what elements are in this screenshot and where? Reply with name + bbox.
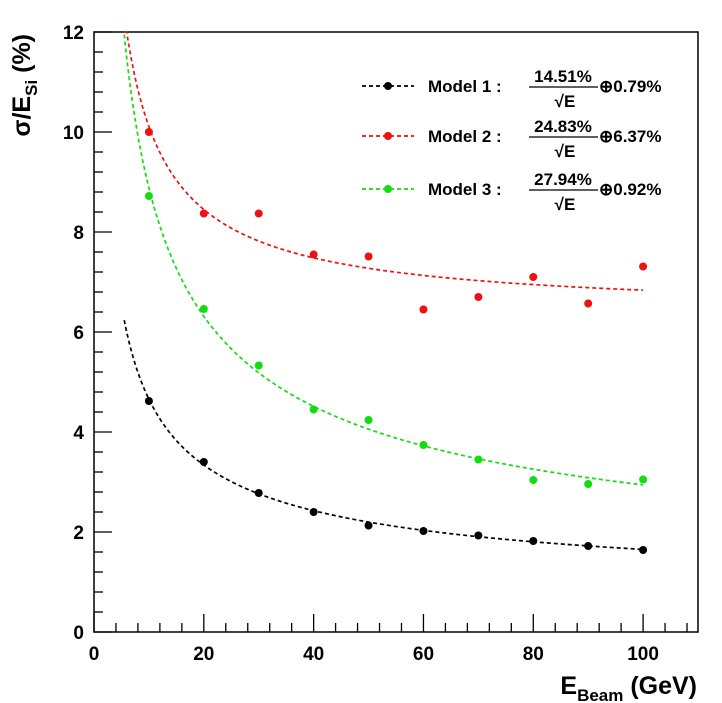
data-point-model-2 bbox=[144, 128, 153, 136]
x-tick-label: 0 bbox=[89, 644, 100, 665]
data-point-model-1 bbox=[639, 546, 648, 554]
data-point-model-2 bbox=[254, 209, 263, 218]
data-point-model-3 bbox=[364, 416, 373, 424]
data-point-model-2 bbox=[364, 252, 373, 261]
legend-fit-stochastic: 24.83% bbox=[534, 117, 592, 136]
legend-fit-sqrt: √E bbox=[555, 195, 576, 214]
data-point-model-2 bbox=[584, 299, 593, 308]
data-point-model-3 bbox=[639, 475, 648, 484]
data-point-model-1 bbox=[529, 537, 538, 545]
axis-ticks bbox=[93, 31, 688, 633]
data-point-model-3 bbox=[529, 476, 538, 484]
x-tick-label: 40 bbox=[303, 644, 324, 665]
legend-marker-swatch bbox=[384, 185, 392, 193]
legend-fit-constant: ⊕0.79% bbox=[599, 77, 661, 96]
data-point-model-1 bbox=[254, 489, 263, 497]
y-tick-label: 8 bbox=[73, 223, 84, 244]
legend-entry-model-1: Model 1 : 14.51% √E ⊕0.79% bbox=[362, 67, 661, 111]
data-point-model-3 bbox=[474, 455, 483, 464]
data-point-model-1 bbox=[144, 397, 153, 405]
x-tick-label: 20 bbox=[193, 644, 214, 665]
legend-entry-model-2: Model 2 : 24.83% √E ⊕6.37% bbox=[362, 117, 661, 161]
data-point-model-3 bbox=[254, 361, 263, 370]
data-point-model-2 bbox=[199, 209, 208, 218]
data-point-model-1 bbox=[309, 508, 318, 516]
y-tick-label: 12 bbox=[63, 23, 84, 44]
data-point-model-2 bbox=[529, 273, 538, 281]
data-point-model-1 bbox=[584, 542, 593, 550]
x-axis-title: EBeam (GeV) bbox=[560, 672, 697, 703]
data-point-model-3 bbox=[584, 480, 593, 488]
y-tick-label: 4 bbox=[73, 423, 84, 444]
legend-fit-stochastic: 14.51% bbox=[534, 67, 592, 86]
data-point-model-3 bbox=[144, 192, 153, 200]
plot-frame bbox=[93, 31, 699, 633]
data-point-model-3 bbox=[309, 405, 318, 414]
y-tick-label: 2 bbox=[73, 523, 84, 544]
axis-tick-labels: 0 20 40 60 80 100 0 2 4 6 8 10 12 bbox=[63, 23, 659, 665]
fit-curve-model-2 bbox=[124, 31, 644, 292]
y-tick-label: 0 bbox=[73, 623, 84, 644]
y-tick-label: 10 bbox=[63, 123, 84, 144]
legend-fit-sqrt: √E bbox=[555, 92, 576, 111]
data-points bbox=[144, 128, 648, 554]
legend-fit-stochastic: 27.94% bbox=[534, 170, 592, 189]
data-point-model-2 bbox=[309, 250, 318, 259]
data-point-model-1 bbox=[199, 458, 208, 466]
legend-marker-swatch bbox=[384, 82, 392, 90]
legend-fit-constant: ⊕0.92% bbox=[599, 180, 661, 199]
data-point-model-1 bbox=[364, 521, 373, 530]
legend-fit-constant: ⊕6.37% bbox=[599, 127, 661, 146]
x-tick-label: 60 bbox=[413, 644, 434, 665]
fit-curve-model-1 bbox=[123, 319, 644, 551]
x-tick-label: 100 bbox=[627, 644, 659, 665]
legend: Model 1 : 14.51% √E ⊕0.79% Model 2 : 24.83% √E… bbox=[362, 67, 661, 214]
y-tick-label: 6 bbox=[73, 323, 84, 344]
legend-fit-sqrt: √E bbox=[555, 142, 576, 161]
legend-label: Model 2 : bbox=[428, 127, 502, 146]
data-point-model-2 bbox=[419, 305, 428, 314]
fit-curves bbox=[123, 31, 644, 551]
fit-curve-model-3 bbox=[123, 34, 644, 486]
legend-label: Model 3 : bbox=[428, 180, 502, 199]
y-axis-title: σ/ESi (%) bbox=[8, 34, 41, 137]
data-point-model-3 bbox=[419, 441, 428, 449]
data-point-model-2 bbox=[639, 262, 648, 271]
data-point-model-1 bbox=[474, 531, 483, 540]
legend-marker-swatch bbox=[384, 132, 392, 140]
legend-entry-model-3: Model 3 : 27.94% √E ⊕0.92% bbox=[362, 170, 661, 214]
data-point-model-2 bbox=[474, 293, 483, 301]
data-point-model-1 bbox=[419, 527, 428, 535]
data-point-model-3 bbox=[199, 305, 208, 313]
legend-label: Model 1 : bbox=[428, 77, 502, 96]
x-tick-label: 80 bbox=[523, 644, 544, 665]
